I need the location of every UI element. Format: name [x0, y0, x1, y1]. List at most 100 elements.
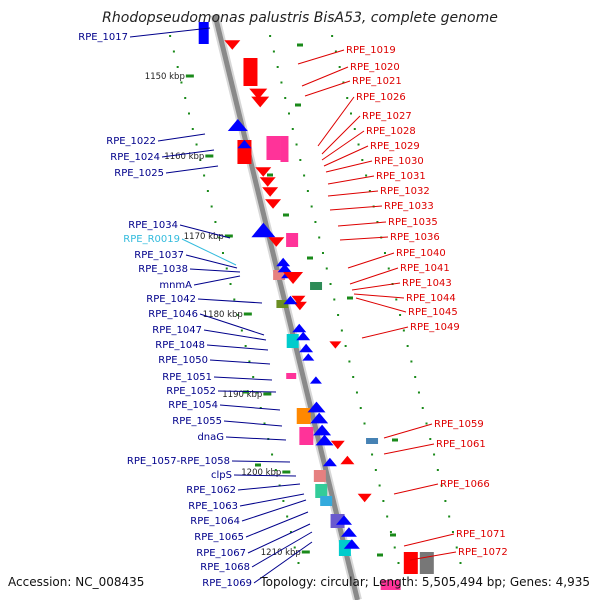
track-dot [361, 159, 364, 161]
scale-tick [282, 470, 291, 474]
left-gene-label: RPE_1025 [114, 168, 164, 179]
left-gene-label: clpS [211, 470, 232, 481]
scale-ticks: 1150 kbp 1160 kbp 1170 kbp 1180 kbp 1190 kbp… [145, 43, 398, 558]
left-gene-label: RPE_1063 [188, 501, 238, 512]
gene-arrow [315, 434, 334, 446]
leader-line [241, 499, 307, 522]
gene-block [296, 408, 311, 424]
track-dot [218, 236, 221, 239]
track-dot [355, 391, 358, 394]
track-dot [240, 329, 243, 332]
left-gene-label: RPE_1057-RPE_1058 [127, 456, 230, 467]
track-dot [444, 500, 447, 502]
leader-lines [129, 27, 457, 584]
gene-arrow [251, 222, 276, 238]
right-gene-label: RPE_1043 [402, 278, 452, 289]
leader-line [157, 133, 206, 142]
gene-arrow [251, 96, 270, 108]
gene-arrow [307, 401, 326, 413]
right-gene-label: RPE_1019 [346, 45, 396, 56]
track-dot [376, 221, 379, 223]
track-dot [455, 546, 458, 549]
track-dot [293, 546, 296, 549]
track-dash [267, 173, 273, 177]
leader-line [351, 282, 401, 291]
gene-block [419, 552, 434, 574]
left-gene-label: RPE_1054 [168, 400, 218, 411]
leader-line [327, 175, 375, 185]
track-dash [297, 43, 303, 47]
gene-arrow [283, 295, 298, 305]
gene-arrow [227, 119, 248, 131]
scale-tick [224, 234, 233, 238]
track-dot [459, 562, 462, 564]
leader-line [193, 275, 241, 286]
leader-line [323, 145, 369, 167]
right-gene-label: RPE_1028 [366, 126, 416, 137]
scale-label: 1170 kbp [184, 232, 224, 242]
track-dot [287, 112, 290, 115]
left-gene-label: RPE_1051 [162, 372, 212, 383]
track-dash [295, 103, 301, 107]
track-dot [395, 298, 398, 301]
track-dot [448, 515, 451, 518]
track-dot [187, 112, 190, 115]
scale-label: 1210 kbp [261, 548, 301, 558]
leader-line [239, 493, 305, 507]
track-dot [342, 81, 345, 84]
gene-arrow [329, 341, 342, 349]
track-dot [387, 267, 390, 270]
track-dot [184, 97, 187, 99]
track-dot [306, 190, 309, 192]
track-dot [180, 81, 183, 84]
gene-block [310, 282, 323, 290]
track-dot [421, 407, 424, 409]
gene-arrow [276, 257, 291, 267]
track-dot [321, 252, 324, 254]
gene-block [243, 58, 258, 86]
leader-line [383, 423, 433, 439]
track-dot [348, 360, 351, 363]
leader-line [409, 551, 457, 561]
gene-arrow [249, 88, 268, 100]
scale-tick [243, 312, 252, 316]
track-dot [248, 360, 251, 363]
gene-arrow [302, 353, 315, 361]
leader-line [185, 254, 238, 269]
track-dot [274, 469, 277, 471]
track-dot [414, 376, 417, 378]
labels: Rhodopseudomonas palustris BisA53, compl… [8, 10, 590, 589]
track-dot [314, 221, 317, 223]
left-gene-label: RPE_1064 [190, 516, 240, 527]
track-dot [169, 35, 172, 37]
gene-arrow [255, 167, 272, 177]
gene-arrow [265, 199, 282, 209]
track-dot [214, 221, 217, 223]
track-dot [371, 453, 374, 456]
track-dot [199, 159, 202, 161]
track-dot [352, 376, 355, 378]
leader-line [129, 27, 211, 38]
leader-line [383, 443, 435, 455]
leader-line [301, 66, 349, 87]
track-dot [269, 35, 272, 37]
track-dot [337, 314, 340, 316]
right-gene-label: RPE_1026 [356, 92, 406, 103]
leader-line [355, 297, 407, 313]
track-dot [386, 515, 389, 518]
left-gene-label: RPE_1038 [138, 264, 188, 275]
left-gene-label: RPE_R0019 [123, 234, 180, 245]
track-dot [349, 112, 352, 115]
leader-line [231, 460, 291, 463]
gene-block [403, 552, 418, 574]
track-dot [374, 469, 377, 471]
track-dot [333, 298, 336, 301]
gene-arrow [357, 493, 372, 503]
gene-block [266, 136, 281, 160]
track-dot [276, 66, 279, 68]
gene-features [198, 22, 434, 590]
track-dot [271, 453, 274, 456]
gene-arrow [262, 187, 279, 197]
left-gene-label: RPE_1046 [148, 309, 198, 320]
leader-line [403, 533, 455, 547]
